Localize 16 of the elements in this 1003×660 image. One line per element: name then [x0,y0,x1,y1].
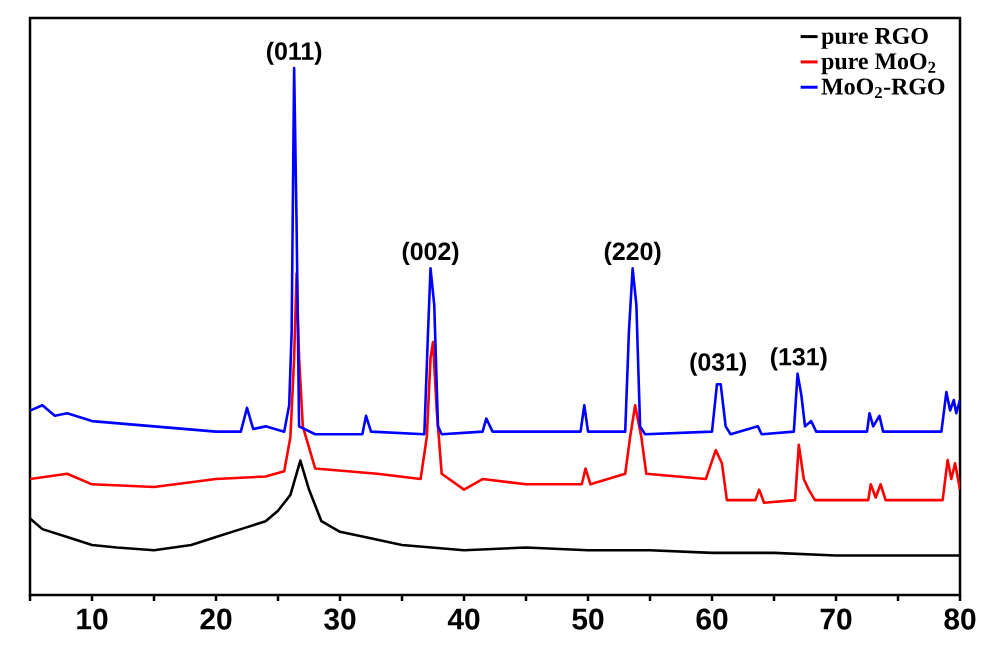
legend-label: pure MoO$_{2}$ [821,53,936,75]
x-tick-label: 80 [944,608,976,630]
annotation: (031) [690,352,747,376]
annotation: (131) [770,347,827,371]
legend-label: pure RGO [821,27,928,49]
annotation: (011) [266,41,322,65]
legend-label: MoO$_{2}$-RGO [821,78,945,99]
x-tick-label: 60 [696,608,728,630]
x-tick-label: 10 [77,608,108,630]
annotation: (220) [604,241,661,266]
x-tick-label: 30 [324,608,356,630]
x-tick-label: 50 [572,608,604,630]
x-tick-label: 20 [200,608,232,630]
x-tick-label: 70 [820,608,852,630]
annotation: (002) [402,241,459,266]
x-tick-label: 40 [447,608,480,630]
